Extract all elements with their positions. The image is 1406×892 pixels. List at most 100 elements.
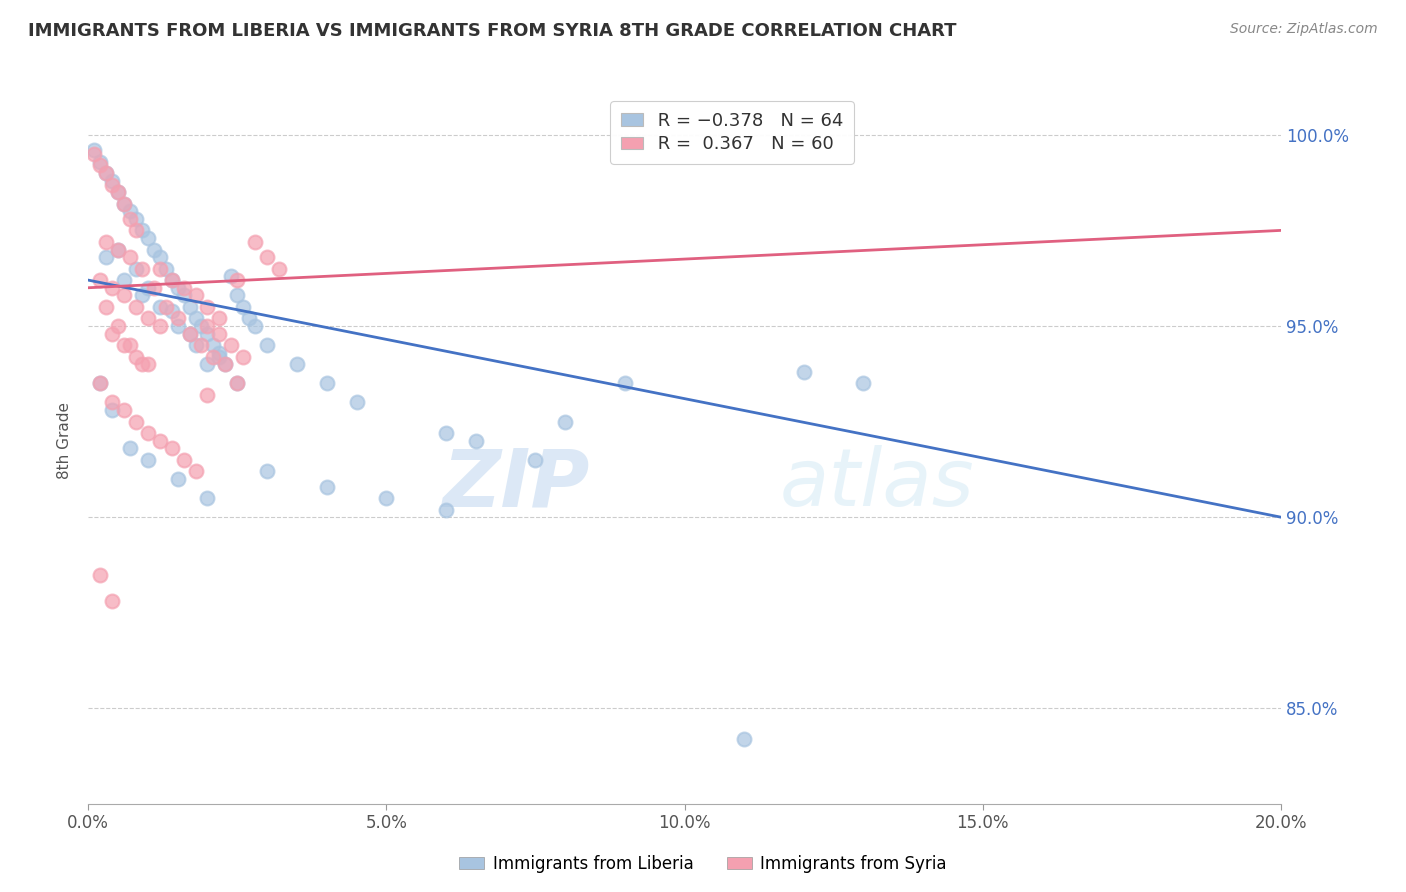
Point (256, 250, 278, 264)
Point (160, 303, 183, 318)
Point (208, 326, 231, 341)
Point (142, 281, 165, 295)
Legend:  R = −0.378   N = 64,  R =  0.367   N = 60: R = −0.378 N = 64, R = 0.367 N = 60 (610, 101, 853, 164)
Point (197, 300, 219, 314)
Point (149, 250, 172, 264)
Point (149, 261, 172, 276)
Point (94, 300, 117, 314)
Point (166, 281, 188, 295)
Point (101, 395, 124, 409)
Point (107, 243, 129, 257)
Point (214, 357, 236, 371)
Point (256, 464, 278, 478)
Point (197, 491, 219, 505)
Point (243, 318, 266, 333)
Point (190, 318, 212, 333)
Point (136, 281, 159, 295)
Point (94, 166, 117, 180)
Point (214, 357, 236, 371)
Point (89, 376, 111, 391)
Point (118, 204, 141, 219)
Point (208, 350, 231, 364)
Point (118, 442, 141, 456)
Point (852, 376, 875, 391)
Point (184, 338, 207, 352)
Point (125, 415, 148, 429)
Point (118, 211, 141, 226)
Point (793, 365, 815, 379)
Point (554, 415, 576, 429)
Legend: Immigrants from Liberia, Immigrants from Syria: Immigrants from Liberia, Immigrants from… (453, 848, 953, 880)
Point (179, 326, 201, 341)
Point (315, 376, 337, 391)
Point (221, 269, 243, 284)
Point (131, 357, 153, 371)
Point (173, 453, 195, 467)
Point (226, 376, 249, 391)
Point (179, 300, 201, 314)
Point (434, 502, 457, 516)
Point (267, 261, 290, 276)
Point (101, 281, 124, 295)
Point (112, 196, 135, 211)
Point (232, 350, 254, 364)
Y-axis label: 8th Grade: 8th Grade (58, 402, 72, 479)
Point (107, 243, 129, 257)
Point (179, 326, 201, 341)
Point (125, 261, 148, 276)
Point (434, 425, 457, 440)
Point (101, 326, 124, 341)
Point (118, 338, 141, 352)
Point (131, 223, 153, 237)
Point (89, 273, 111, 287)
Text: IMMIGRANTS FROM LIBERIA VS IMMIGRANTS FROM SYRIA 8TH GRADE CORRELATION CHART: IMMIGRANTS FROM LIBERIA VS IMMIGRANTS FR… (28, 22, 956, 40)
Point (89, 158, 111, 172)
Point (112, 288, 135, 302)
Point (524, 453, 547, 467)
Point (125, 223, 148, 237)
Point (94, 166, 117, 180)
Point (202, 338, 225, 352)
Point (184, 464, 207, 478)
Point (166, 472, 188, 486)
Point (101, 594, 124, 608)
Point (112, 273, 135, 287)
Point (226, 273, 249, 287)
Point (89, 154, 111, 169)
Point (125, 211, 148, 226)
Point (226, 288, 249, 302)
Point (94, 250, 117, 264)
Point (101, 178, 124, 192)
Text: ZIP: ZIP (441, 445, 589, 524)
Point (160, 273, 183, 287)
Point (155, 300, 177, 314)
Point (142, 243, 165, 257)
Point (464, 434, 486, 448)
Point (107, 318, 129, 333)
Point (107, 185, 129, 199)
Point (184, 311, 207, 326)
Point (232, 300, 254, 314)
Point (221, 338, 243, 352)
Point (315, 480, 337, 494)
Point (166, 318, 188, 333)
Point (202, 350, 225, 364)
Text: Source: ZipAtlas.com: Source: ZipAtlas.com (1230, 22, 1378, 37)
Point (131, 261, 153, 276)
Point (173, 281, 195, 295)
Point (118, 250, 141, 264)
Point (125, 300, 148, 314)
Point (173, 288, 195, 302)
Point (208, 311, 231, 326)
Point (197, 318, 219, 333)
Point (131, 288, 153, 302)
Point (136, 453, 159, 467)
Point (160, 442, 183, 456)
Point (160, 273, 183, 287)
Point (155, 261, 177, 276)
Point (101, 174, 124, 188)
Point (136, 425, 159, 440)
Point (149, 434, 172, 448)
Point (346, 395, 368, 409)
Point (107, 185, 129, 199)
